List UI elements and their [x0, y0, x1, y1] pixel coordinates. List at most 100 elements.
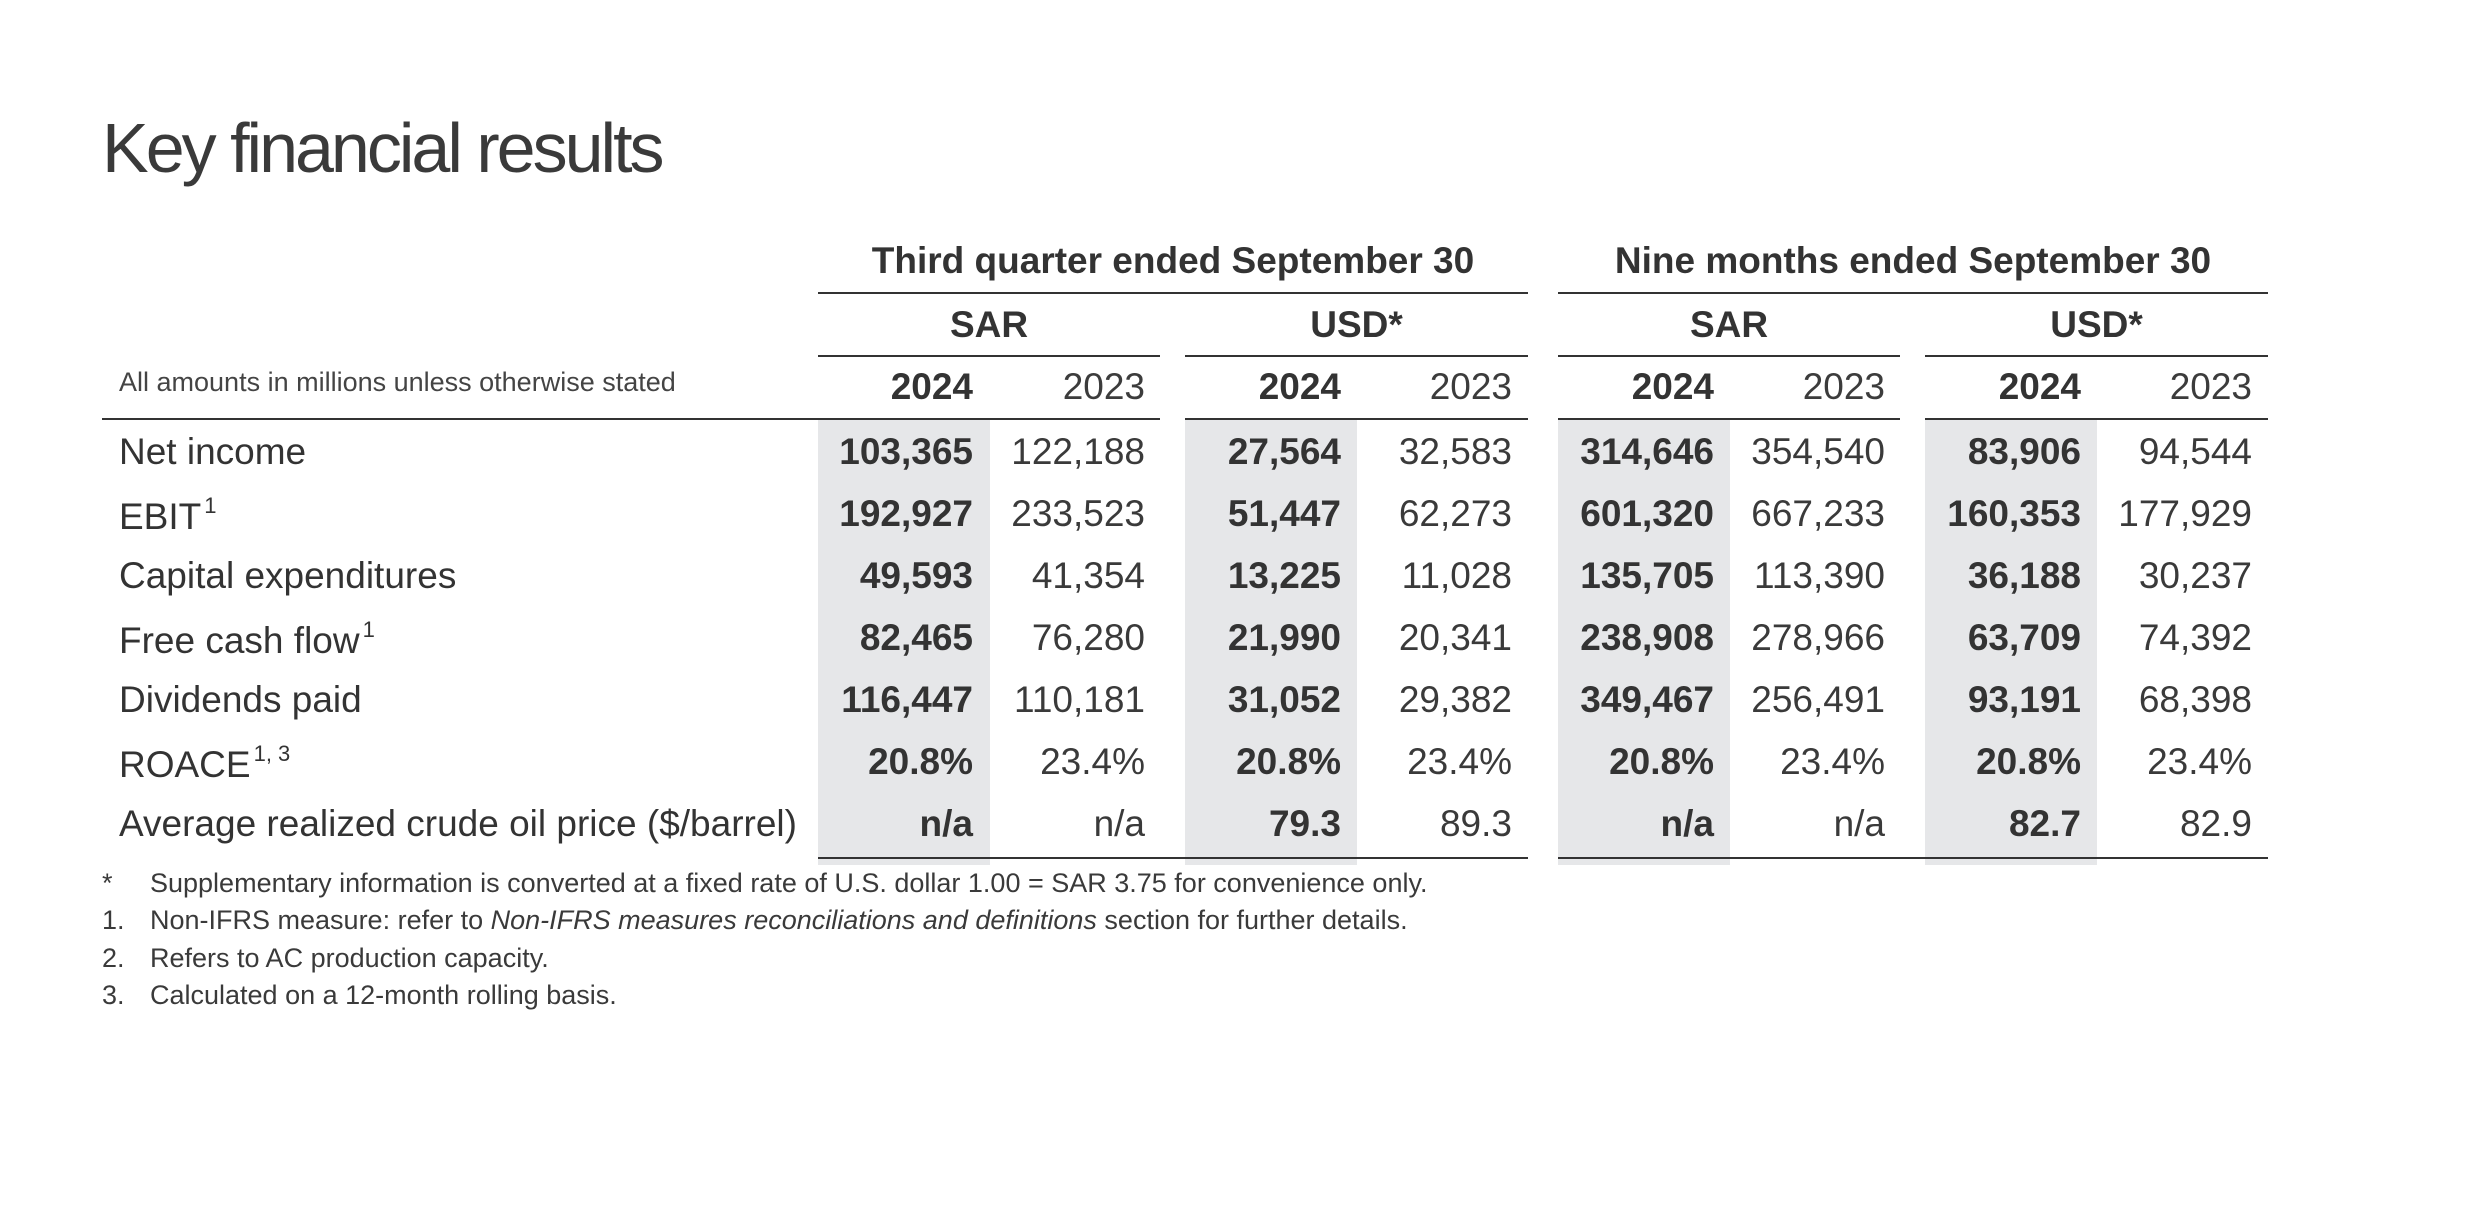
- currency-heading: SAR: [949, 304, 1029, 345]
- period-heading: Third quarter ended September 30: [871, 240, 1475, 281]
- year-header: 2024: [1998, 366, 2081, 407]
- currency-heading: SAR: [1689, 304, 1769, 345]
- period-heading-rule: [1558, 292, 2268, 294]
- row-label: Free cash flow 1: [119, 617, 375, 661]
- table-cell: 76,280: [1031, 617, 1145, 658]
- table-cell: 49,593: [859, 555, 973, 596]
- year-header: 2023: [1429, 366, 1512, 407]
- table-cell: 177,929: [2118, 493, 2252, 534]
- table-cell: 74,392: [2138, 617, 2252, 658]
- table-cell: 135,705: [1580, 555, 1714, 596]
- year-header-rule: [1925, 418, 2268, 420]
- table-cell: 314,646: [1580, 431, 1714, 472]
- table-cell: 68,398: [2138, 679, 2252, 720]
- table-cell: 122,188: [1011, 431, 1145, 472]
- table-cell: 89.3: [1439, 803, 1512, 844]
- highlight-column-2024: [1925, 419, 2097, 865]
- table-cell: n/a: [1093, 803, 1145, 844]
- table-cell: 36,188: [1967, 555, 2081, 596]
- table-cell: 21,990: [1227, 617, 1341, 658]
- table-cell: n/a: [919, 803, 973, 844]
- table-cell: 27,564: [1227, 431, 1341, 472]
- table-cell: 32,583: [1398, 431, 1512, 472]
- year-header-rule: [1185, 418, 1528, 420]
- table-cell: 82.9: [2179, 803, 2252, 844]
- table-cell: 11,028: [1401, 555, 1512, 596]
- footnote-ref: 1, 3: [253, 741, 291, 766]
- label-header-rule: [102, 418, 818, 420]
- period-heading-rule: [818, 292, 1528, 294]
- year-header: 2024: [1631, 366, 1714, 407]
- highlight-column-2024: [1558, 419, 1730, 865]
- amounts-note: All amounts in millions unless otherwise…: [119, 367, 676, 397]
- table-cell: 31,052: [1227, 679, 1341, 720]
- table-cell: 233,523: [1011, 493, 1145, 534]
- table-cell: 82.7: [2008, 803, 2081, 844]
- table-cell: 354,540: [1751, 431, 1885, 472]
- table-cell: 20.8%: [1609, 741, 1714, 782]
- footnote: 1. Non-IFRS measure: refer to Non-IFRS me…: [102, 905, 1408, 935]
- year-header: 2024: [1258, 366, 1341, 407]
- table-cell: 20,341: [1398, 617, 1512, 658]
- year-header: 2024: [890, 366, 973, 407]
- table-cell: 256,491: [1751, 679, 1885, 720]
- table-cell: 23.4%: [1040, 741, 1145, 782]
- table-cell: 238,908: [1580, 617, 1714, 658]
- table-cell: 601,320: [1580, 493, 1714, 534]
- table-cell: 51,447: [1227, 493, 1341, 534]
- table-cell: 110,181: [1014, 679, 1145, 720]
- year-header: 2023: [2169, 366, 2252, 407]
- table-cell: 93,191: [1967, 679, 2081, 720]
- table-cell: 23.4%: [2147, 741, 2252, 782]
- table-cell: 349,467: [1580, 679, 1714, 720]
- currency-heading-rule: [818, 355, 1160, 357]
- table-cell: n/a: [1833, 803, 1885, 844]
- table-bottom-rule: [1558, 857, 2268, 859]
- footnote: * Supplementary information is converted …: [102, 868, 1428, 898]
- table-cell: 116,447: [841, 679, 973, 720]
- table-cell: 23.4%: [1780, 741, 1885, 782]
- row-label: ROACE 1, 3: [119, 741, 291, 785]
- year-header-rule: [1558, 418, 1900, 420]
- currency-heading-rule: [1925, 355, 2268, 357]
- table-cell: 13,225: [1227, 555, 1341, 596]
- row-label: Average realized crude oil price ($/barr…: [119, 803, 797, 844]
- year-header: 2023: [1062, 366, 1145, 407]
- table-cell: 192,927: [839, 493, 973, 534]
- footnote: 2. Refers to AC production capacity.: [102, 943, 549, 973]
- footnote-ref: 1: [362, 617, 375, 642]
- row-label: EBIT 1: [119, 493, 217, 537]
- table-cell: 20.8%: [1236, 741, 1341, 782]
- table-cell: 30,237: [2138, 555, 2252, 596]
- currency-heading: USD*: [2050, 304, 2143, 345]
- table-cell: 667,233: [1751, 493, 1885, 534]
- table-cell: 79.3: [1268, 803, 1341, 844]
- table-cell: 41,354: [1031, 555, 1145, 596]
- table-cell: 103,365: [839, 431, 973, 472]
- footnote: 3. Calculated on a 12-month rolling basis…: [102, 980, 617, 1010]
- currency-heading: USD*: [1310, 304, 1403, 345]
- currency-heading-rule: [1558, 355, 1900, 357]
- highlight-column-2024: [818, 419, 990, 865]
- table-cell: 82,465: [859, 617, 973, 658]
- row-label: Capital expenditures: [119, 555, 457, 596]
- table-cell: 23.4%: [1407, 741, 1512, 782]
- table-cell: 29,382: [1398, 679, 1512, 720]
- currency-heading-rule: [1185, 355, 1528, 357]
- year-header: 2023: [1802, 366, 1885, 407]
- table-cell: 278,966: [1751, 617, 1885, 658]
- page-title: Key financial results: [102, 109, 665, 187]
- table-cell: 83,906: [1967, 431, 2081, 472]
- table-cell: 20.8%: [868, 741, 973, 782]
- table-cell: 113,390: [1754, 555, 1885, 596]
- table-cell: 62,273: [1398, 493, 1512, 534]
- footnote-ref: 1: [204, 493, 217, 518]
- period-heading: Nine months ended September 30: [1614, 240, 2212, 281]
- table-cell: 20.8%: [1976, 741, 2081, 782]
- table-cell: n/a: [1660, 803, 1714, 844]
- year-header-rule: [818, 418, 1160, 420]
- table-cell: 63,709: [1967, 617, 2081, 658]
- table-cell: 160,353: [1947, 493, 2081, 534]
- table-bottom-rule: [818, 857, 1528, 859]
- row-label: Net income: [119, 431, 307, 472]
